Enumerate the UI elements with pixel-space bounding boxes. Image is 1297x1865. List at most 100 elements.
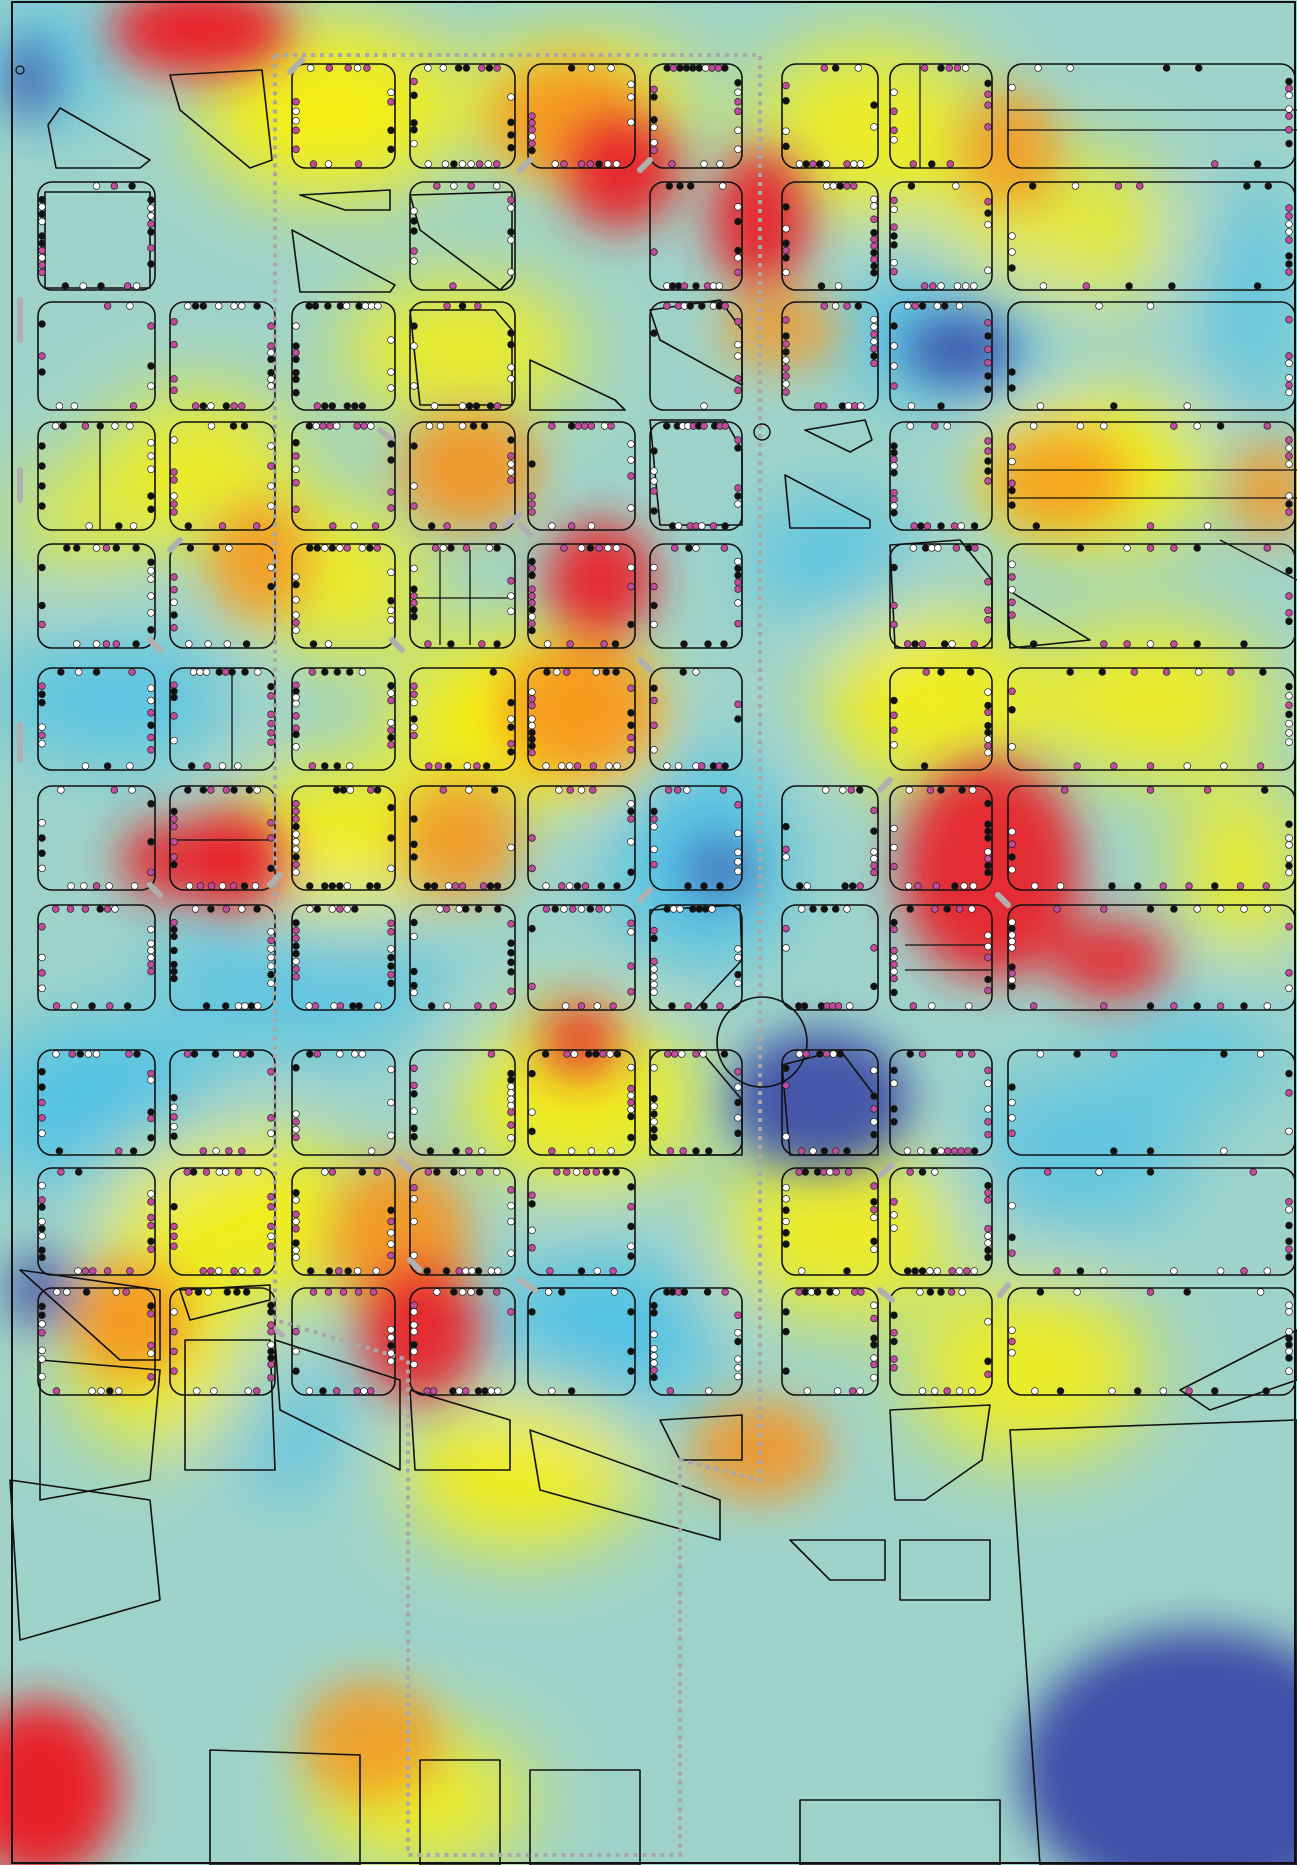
point-type-c — [489, 668, 498, 676]
point-type-a — [650, 822, 658, 831]
point-type-c — [1240, 1002, 1248, 1010]
point-type-c — [306, 544, 314, 552]
point-type-b — [493, 64, 501, 72]
point-type-c — [1285, 682, 1293, 691]
point-type-c — [366, 544, 374, 552]
point-type-a — [238, 905, 246, 913]
point-type-a — [507, 460, 515, 468]
point-type-b — [984, 477, 992, 485]
point-type-b — [68, 1050, 76, 1058]
point-type-a — [1100, 1267, 1108, 1275]
city-block-irregular — [529, 1429, 721, 1541]
point-type-a — [850, 160, 858, 168]
point-type-c — [507, 958, 515, 967]
point-type-a — [968, 1387, 976, 1395]
point-type-a — [185, 882, 194, 890]
point-type-c — [482, 762, 491, 770]
point-type-b — [1185, 1387, 1193, 1395]
city-block-irregular — [649, 419, 743, 526]
point-type-c — [427, 1002, 436, 1010]
point-type-c — [1008, 924, 1016, 933]
point-type-b — [797, 1147, 806, 1155]
point-type-c — [890, 918, 898, 927]
city-block-irregular — [889, 539, 993, 649]
point-type-a — [1076, 422, 1085, 430]
point-type-a — [918, 1387, 927, 1395]
point-type-c — [890, 322, 898, 330]
point-type-c — [943, 905, 951, 913]
point-type-b — [203, 762, 211, 770]
point-type-b — [650, 582, 658, 591]
point-type-b — [292, 452, 300, 460]
point-type-b — [507, 196, 515, 204]
point-type-b — [1170, 422, 1178, 430]
point-type-c — [627, 868, 635, 876]
point-type-a — [1216, 905, 1225, 913]
point-type-b — [906, 1168, 914, 1176]
point-type-a — [204, 640, 212, 648]
point-type-a — [1285, 374, 1293, 382]
point-type-b — [950, 522, 959, 530]
point-type-a — [467, 160, 475, 168]
crosswalk-mark — [287, 57, 305, 75]
point-type-c — [38, 210, 46, 218]
point-type-b — [1146, 786, 1155, 794]
point-type-b — [734, 1067, 742, 1076]
point-type-b — [890, 126, 898, 135]
point-type-a — [551, 160, 559, 168]
point-type-b — [782, 316, 790, 324]
point-type-a — [627, 928, 635, 936]
point-type-b — [1130, 668, 1139, 676]
point-type-b — [1185, 882, 1193, 890]
point-type-a — [1159, 1387, 1168, 1395]
point-type-c — [627, 1308, 635, 1316]
point-type-c — [682, 64, 691, 72]
point-type-b — [455, 1267, 464, 1275]
point-type-b — [650, 926, 658, 935]
point-type-c — [221, 1002, 230, 1010]
point-type-b — [984, 986, 992, 995]
point-type-b — [147, 1213, 155, 1222]
point-type-b — [679, 1147, 687, 1155]
point-type-a — [455, 1387, 464, 1395]
point-type-b — [1285, 609, 1293, 617]
point-type-b — [103, 1267, 112, 1275]
point-type-b — [52, 1387, 61, 1395]
point-type-c — [984, 1357, 992, 1366]
point-type-a — [984, 688, 992, 696]
point-type-a — [38, 1355, 46, 1363]
point-type-b — [238, 402, 246, 410]
point-type-b — [38, 922, 46, 931]
point-type-a — [1285, 105, 1293, 113]
point-type-c — [1285, 861, 1293, 870]
point-type-c — [854, 302, 863, 310]
point-type-c — [650, 93, 658, 101]
point-type-b — [81, 422, 90, 430]
point-type-c — [966, 668, 975, 676]
point-type-b — [410, 599, 418, 607]
point-type-c — [461, 905, 470, 913]
point-type-a — [1285, 868, 1293, 877]
point-type-a — [650, 845, 658, 854]
point-type-b — [734, 585, 742, 593]
point-type-b — [1082, 282, 1091, 290]
heat-blob-low — [730, 1030, 910, 1170]
point-type-c — [528, 742, 536, 750]
point-type-a — [1285, 1127, 1293, 1136]
point-type-c — [76, 1050, 85, 1058]
point-type-a — [553, 668, 561, 676]
point-type-b — [1008, 611, 1016, 619]
point-type-b — [528, 126, 536, 134]
point-type-c — [802, 160, 810, 168]
point-type-b — [890, 620, 898, 629]
heat-blob-low_mid — [150, 900, 450, 1060]
point-type-c — [1193, 544, 1201, 552]
point-type-c — [474, 1387, 483, 1395]
point-type-a — [147, 438, 155, 447]
point-type-a — [444, 882, 453, 890]
point-type-a — [917, 1147, 925, 1155]
point-type-b — [931, 905, 939, 913]
point-type-a — [968, 905, 976, 913]
point-type-a — [387, 945, 395, 953]
point-type-c — [577, 1267, 586, 1275]
